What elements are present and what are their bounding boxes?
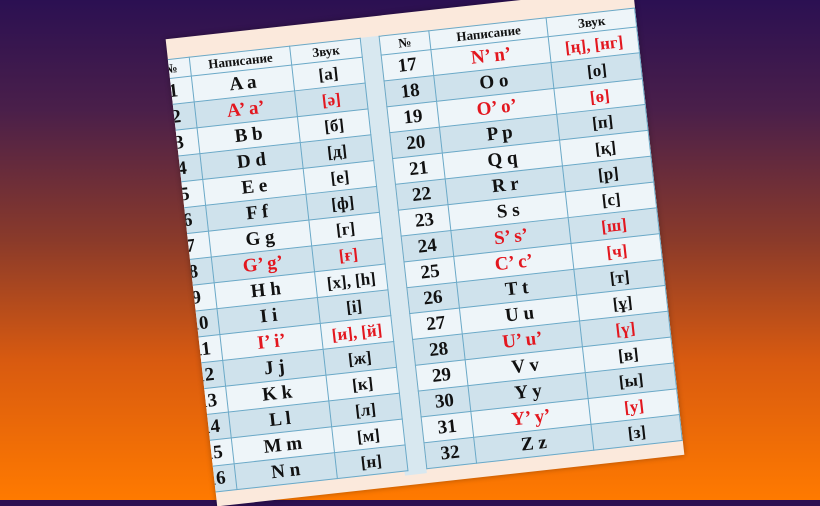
letter-number: 16 (195, 463, 237, 494)
alphabet-table-right: № Написание Звук 17 N’ n’ [ң], [нг] 18 O o [о… (379, 8, 683, 470)
letter-number: 32 (423, 437, 477, 469)
